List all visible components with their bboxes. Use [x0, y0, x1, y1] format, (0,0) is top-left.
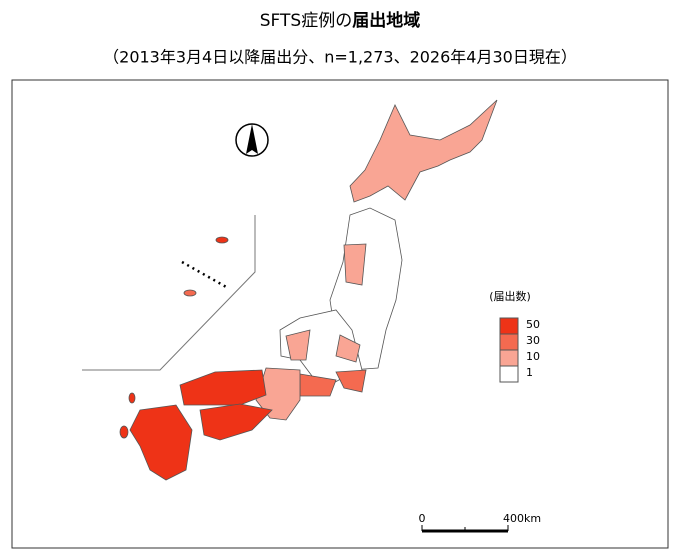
title-plain: SFTS症例の [260, 11, 352, 31]
region [129, 404, 193, 481]
scale-bar [421, 525, 509, 533]
legend-label: 10 [526, 350, 540, 363]
legend-title: (届出数) [489, 289, 531, 303]
legend: 50 30 10 1 [499, 317, 540, 383]
region [343, 243, 367, 286]
region [128, 392, 136, 404]
legend-label: 30 [526, 334, 540, 347]
north-arrow [235, 123, 269, 157]
legend-swatch [499, 333, 519, 351]
island-chain [181, 260, 229, 290]
legend-swatch [499, 365, 519, 383]
legend-swatch [499, 317, 519, 335]
region [179, 369, 267, 406]
region [335, 369, 367, 393]
region [255, 367, 301, 421]
region [215, 236, 229, 244]
inset-frame [82, 215, 256, 371]
title: SFTS症例の届出地域 [260, 10, 420, 31]
subtitle: （2013年3月4日以降届出分、n=1,273、2026年4月30日現在） [103, 48, 577, 67]
map [82, 99, 498, 481]
legend-swatch [499, 349, 519, 367]
title-bold: 届出地域 [352, 10, 420, 31]
region [199, 403, 273, 441]
region [183, 289, 197, 297]
scale-start: 0 [419, 512, 426, 525]
legend-label: 1 [526, 366, 533, 379]
region [285, 329, 311, 361]
region [335, 334, 361, 363]
scale-end: 400km [503, 512, 541, 525]
legend-label: 50 [526, 318, 540, 331]
region [349, 99, 498, 203]
region [119, 425, 129, 439]
map-frame [11, 79, 669, 549]
